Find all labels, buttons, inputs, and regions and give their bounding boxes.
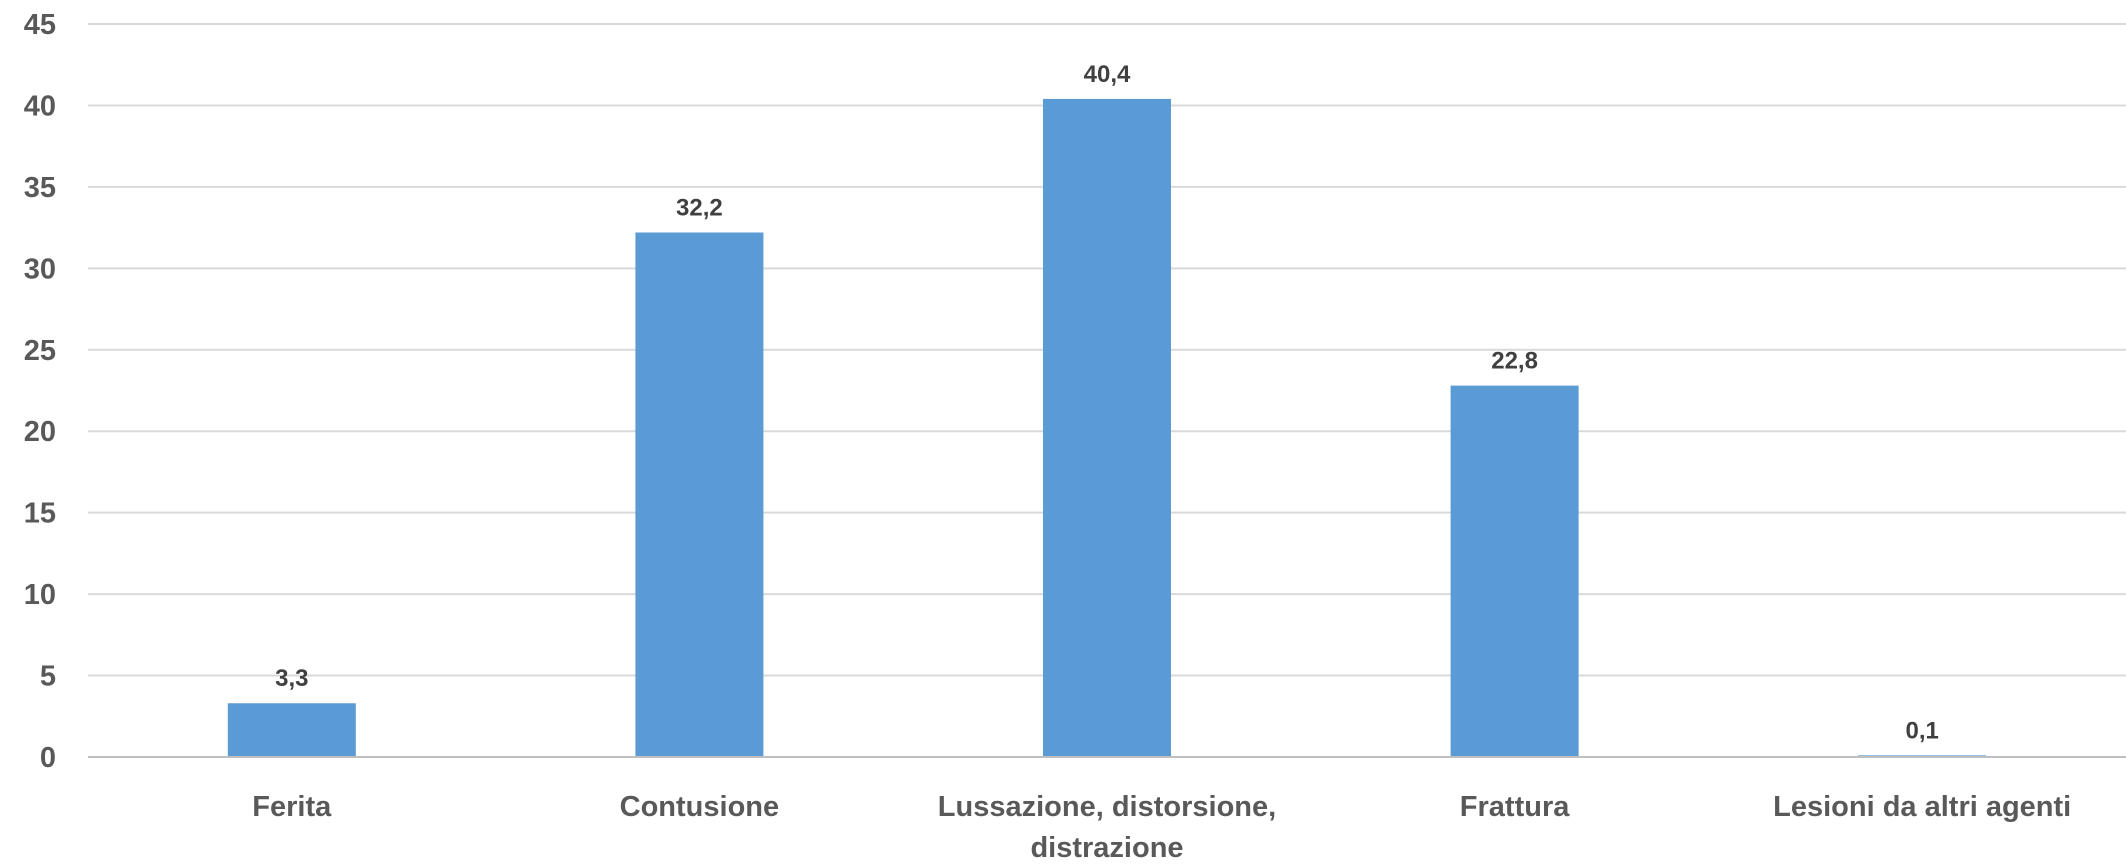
data-label: 0,1 [1906, 717, 1939, 744]
x-category-label: Ferita [252, 791, 332, 823]
data-labels: 3,3 32,2 40,4 22,8 0,1 [275, 61, 1939, 744]
bar [1043, 98, 1171, 757]
x-category-label: Lussazione, distorsione, distrazione [938, 791, 1276, 864]
x-axis-category-labels: Ferita Contusione Lussazione, distorsione,… [252, 791, 2071, 864]
y-tick-label: 15 [24, 498, 56, 530]
x-category-label: Lesioni da altri agenti [1773, 791, 2071, 823]
y-tick-label: 20 [24, 416, 56, 448]
y-tick-label: 5 [40, 661, 56, 693]
y-axis-tick-labels: 0 5 10 15 20 25 30 35 40 45 [24, 9, 56, 774]
data-label: 22,8 [1491, 348, 1538, 375]
data-label: 3,3 [275, 665, 308, 692]
x-category-label: Contusione [620, 791, 780, 823]
bar [635, 232, 764, 757]
y-tick-label: 45 [24, 9, 56, 41]
bar [227, 703, 356, 757]
y-tick-label: 25 [24, 335, 56, 367]
y-tick-label: 10 [24, 579, 56, 611]
bar [1450, 385, 1579, 757]
y-tick-label: 0 [40, 742, 56, 774]
data-label: 32,2 [676, 194, 723, 221]
y-tick-label: 40 [24, 90, 56, 122]
y-tick-label: 30 [24, 253, 56, 285]
y-tick-label: 35 [24, 172, 56, 204]
bars [227, 98, 1987, 757]
x-category-label: Frattura [1460, 791, 1570, 823]
data-label: 40,4 [1084, 61, 1131, 88]
